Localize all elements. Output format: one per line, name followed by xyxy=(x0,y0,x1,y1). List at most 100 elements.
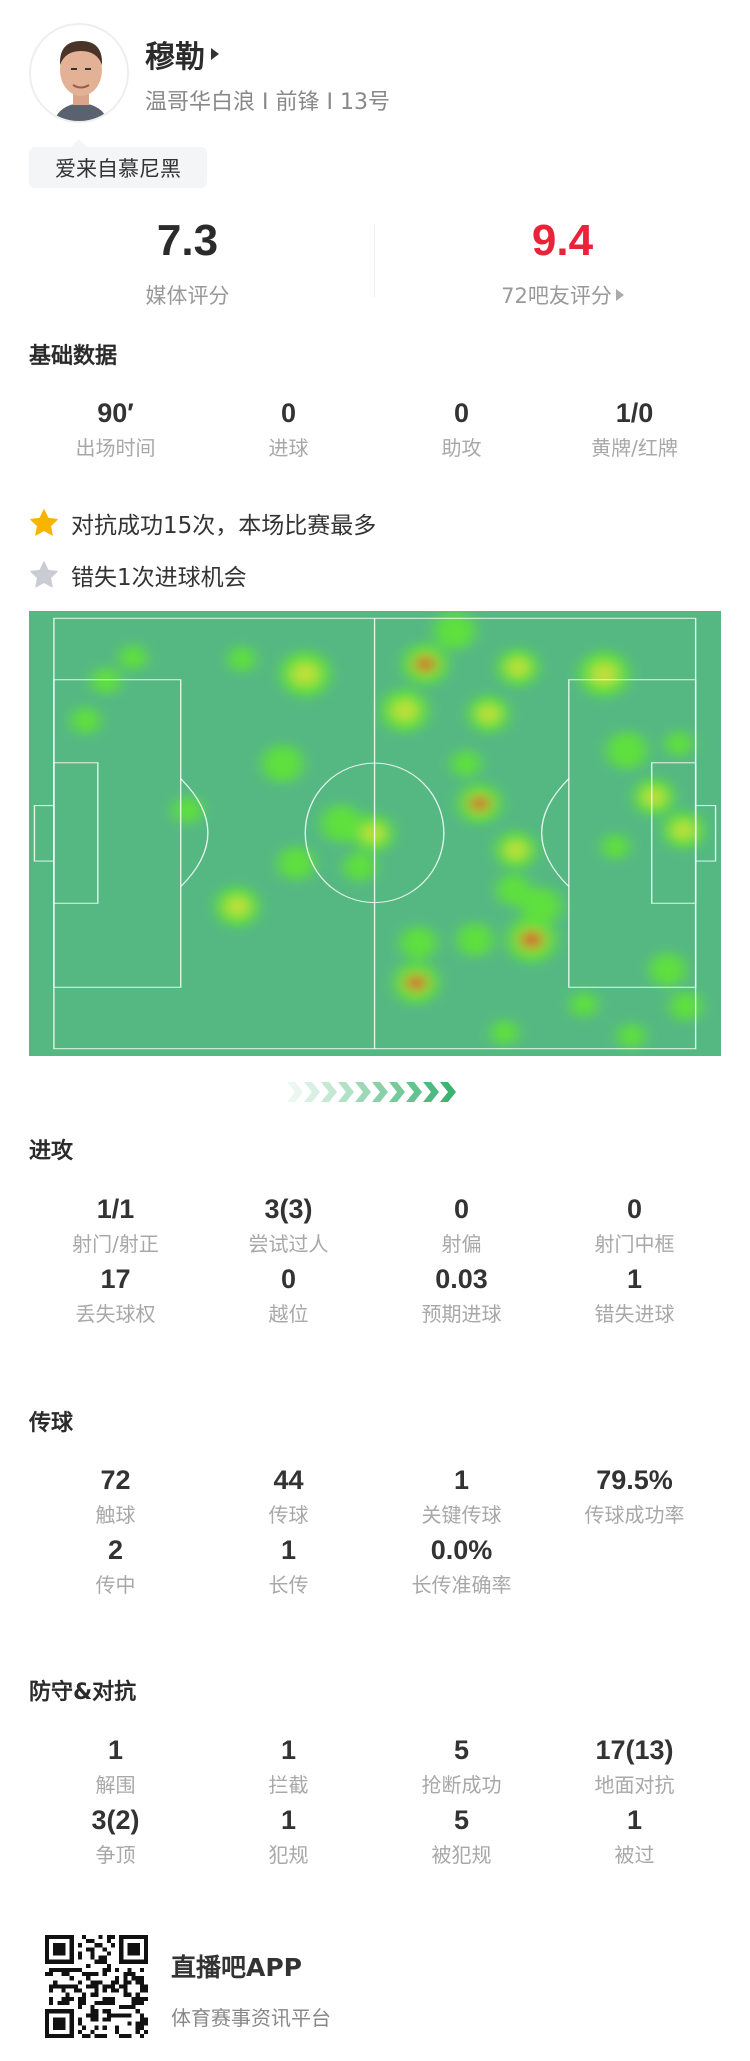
qr-module xyxy=(123,1988,128,1993)
chevron-right-icon xyxy=(321,1082,337,1102)
qr-module xyxy=(90,1947,95,1952)
qr-module xyxy=(82,1992,87,1997)
stat-cell: 3(3) 尝试过人 xyxy=(202,1193,375,1263)
qr-module xyxy=(127,1992,132,1997)
stat-cell: 0 射偏 xyxy=(375,1193,548,1263)
qr-module xyxy=(77,1967,83,1973)
qr-module xyxy=(98,1935,103,1940)
qr-module xyxy=(65,1967,70,1973)
stat-cell: 1 关键传球 xyxy=(375,1464,548,1534)
qr-module xyxy=(115,1967,120,1973)
qr-code[interactable] xyxy=(45,1935,148,2038)
qr-module xyxy=(123,2005,128,2010)
qr-module xyxy=(73,1984,78,1989)
stat-label: 犯规 xyxy=(268,1843,309,1867)
heatmap-spot xyxy=(278,846,315,880)
chevron-right-icon xyxy=(287,1082,303,1102)
player-avatar[interactable] xyxy=(29,23,129,123)
qr-module xyxy=(135,2025,140,2030)
stat-value: 0.0% xyxy=(430,1535,493,1565)
heatmap-spot xyxy=(649,953,686,987)
qr-module xyxy=(115,2013,120,2018)
heatmap-spot xyxy=(669,991,702,1021)
qr-module xyxy=(77,2029,83,2034)
stat-value: 1 xyxy=(280,1735,297,1765)
media-rating-value: 7.3 xyxy=(156,216,219,265)
heatmap-spot-hot xyxy=(470,795,489,812)
qr-module xyxy=(131,2005,136,2010)
qr-module xyxy=(110,1935,116,1940)
player-name-link[interactable]: 穆勒 xyxy=(145,32,219,76)
stat-value: 1 xyxy=(453,1465,470,1495)
heatmap-spot xyxy=(173,796,202,824)
stat-label: 错失进球 xyxy=(594,1302,675,1326)
qr-module xyxy=(98,1955,103,1960)
stat-cell: 2 传中 xyxy=(29,1534,202,1604)
qr-module xyxy=(110,1943,116,1948)
stat-cell: 1 犯规 xyxy=(202,1804,375,1874)
qr-module xyxy=(123,1976,128,1981)
stat-label: 传中 xyxy=(95,1573,136,1597)
qr-module xyxy=(86,1963,91,1968)
stat-value: 90′ xyxy=(97,398,134,428)
qr-module xyxy=(143,1996,148,2001)
qr-module xyxy=(135,1996,140,2001)
chevron-right-icon xyxy=(372,1082,388,1102)
qr-module xyxy=(49,1967,54,1973)
qr-module xyxy=(106,2017,111,2022)
qr-module xyxy=(61,1984,66,1989)
qr-module xyxy=(102,1947,107,1952)
stat-value: 0 xyxy=(280,1264,297,1294)
player-name: 穆勒 xyxy=(145,40,205,75)
qr-module xyxy=(139,1976,144,1981)
qr-module xyxy=(77,1943,83,1948)
qr-module xyxy=(94,2017,99,2022)
stat-cell: 72 触球 xyxy=(29,1464,202,1534)
player-photo-icon xyxy=(31,25,127,121)
star-gold-icon xyxy=(30,509,58,536)
heatmap-spot xyxy=(496,874,531,906)
qr-module xyxy=(90,1951,95,1956)
qr-module xyxy=(86,2013,91,2018)
qr-module xyxy=(143,2029,148,2034)
section-title-passing: 传球 xyxy=(29,1411,74,1436)
heatmap-spot xyxy=(665,731,693,757)
qr-module xyxy=(73,1967,78,1973)
stat-label: 地面对抗 xyxy=(594,1773,675,1797)
qr-module xyxy=(102,2000,107,2006)
qr-module xyxy=(115,1976,120,1981)
stat-label: 争顶 xyxy=(95,1843,136,1867)
player-tag: 爱来自慕尼黑 xyxy=(29,139,207,188)
qr-module xyxy=(115,1980,120,1985)
qr-module xyxy=(135,1976,140,1981)
qr-module xyxy=(77,2005,83,2010)
stat-value: 1/0 xyxy=(615,398,654,428)
qr-module xyxy=(139,2021,144,2026)
stat-value: 0.03 xyxy=(435,1264,488,1294)
qr-module xyxy=(135,2021,140,2026)
qr-module xyxy=(102,1988,107,1993)
qr-module xyxy=(139,1996,144,2001)
media-rating-label: 媒体评分 xyxy=(145,284,230,308)
qr-module xyxy=(106,1963,111,1968)
heatmap-spot-hot xyxy=(416,655,435,673)
qr-module xyxy=(94,1988,99,1993)
stat-label: 助攻 xyxy=(441,436,482,460)
stat-label: 越位 xyxy=(268,1302,309,1326)
app-tagline: 体育赛事资讯平台 xyxy=(171,2006,331,2030)
qr-module xyxy=(53,1984,58,1989)
stat-cell: 0 射门中框 xyxy=(548,1193,721,1263)
stat-cell: 0.03 预期进球 xyxy=(375,1263,548,1333)
fan-rating[interactable]: 9.4 72吧友评分 xyxy=(375,216,750,310)
stat-cell: 1/1 射门/射正 xyxy=(29,1193,202,1263)
stat-label: 黄牌/红牌 xyxy=(591,436,678,460)
qr-module xyxy=(82,2000,87,2006)
chevron-right-icon xyxy=(406,1082,422,1102)
stat-label: 射门中框 xyxy=(594,1232,675,1256)
heatmap-blobs xyxy=(71,612,704,1049)
stat-cell: 17(13) 地面对抗 xyxy=(548,1734,721,1804)
qr-module xyxy=(135,1980,140,1985)
stat-cell: 17 丢失球权 xyxy=(29,1263,202,1333)
qr-module xyxy=(94,2033,99,2038)
qr-module xyxy=(127,2013,132,2018)
